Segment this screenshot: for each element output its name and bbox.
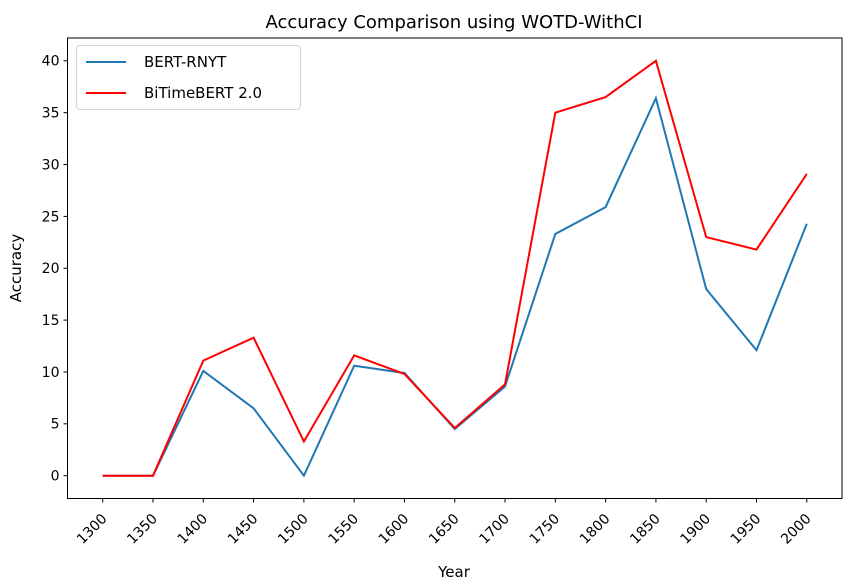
y-tick-label: 30 — [42, 157, 60, 173]
y-tick-label: 15 — [42, 313, 60, 329]
x-tick-label: 1800 — [577, 511, 614, 548]
legend: BERT-RNYT BiTimeBERT 2.0 — [76, 45, 301, 110]
x-tick-label: 1950 — [728, 511, 765, 548]
x-tick-label: 1300 — [74, 511, 111, 548]
y-axis-label: Accuracy — [7, 234, 25, 303]
legend-label: BERT-RNYT — [144, 53, 227, 71]
x-tick-label: 1450 — [225, 511, 262, 548]
legend-item-bert-rnyt: BERT-RNYT — [77, 50, 300, 74]
y-tick-label: 25 — [42, 209, 60, 225]
x-tick-label: 1600 — [376, 511, 413, 548]
x-tick-label: 1700 — [476, 511, 513, 548]
legend-line-swatch-red — [86, 92, 126, 94]
x-tick-label: 1750 — [527, 511, 564, 548]
y-tick-label: 40 — [42, 54, 60, 70]
x-tick-label: 1650 — [426, 511, 463, 548]
y-tick-label: 10 — [42, 365, 60, 381]
y-tick-label: 5 — [51, 417, 60, 433]
legend-label: BiTimeBERT 2.0 — [144, 84, 263, 102]
x-tick-label: 1550 — [325, 511, 362, 548]
chart-title: Accuracy Comparison using WOTD-WithCI — [265, 12, 642, 33]
y-tick-label: 35 — [42, 106, 60, 122]
legend-item-bitimebert: BiTimeBERT 2.0 — [77, 81, 300, 105]
series-line-1 — [102, 59, 808, 477]
plot-area: 0 5 10 15 20 25 30 35 40 1300 1350 1400 1450 1500 1550… — [42, 37, 843, 548]
x-axis-label: Year — [437, 563, 471, 581]
y-tick-label: 20 — [42, 261, 60, 277]
y-tick-label: 0 — [51, 469, 60, 485]
x-tick-label: 1850 — [627, 511, 664, 548]
x-tick-label: 1400 — [175, 511, 212, 548]
x-tick-label: 1900 — [678, 511, 715, 548]
legend-line-swatch-blue — [86, 61, 126, 63]
x-tick-label: 1500 — [275, 511, 312, 548]
axes-spines — [67, 37, 843, 499]
x-tick-label: 1350 — [124, 511, 161, 548]
x-tick-label: 2000 — [778, 511, 815, 548]
